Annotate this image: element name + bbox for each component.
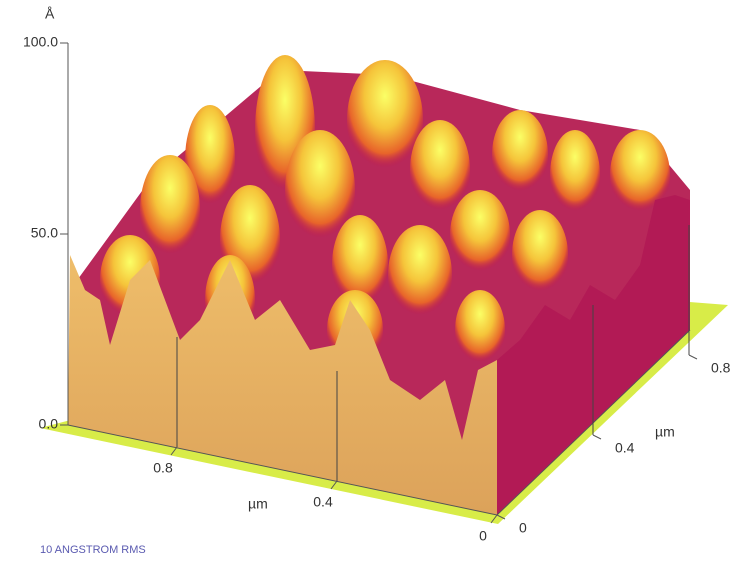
z-unit: Å: [45, 6, 55, 22]
z-tick-label: 0.0: [39, 416, 59, 432]
x-tick: [330, 480, 338, 490]
x-tick-label: 0.4: [313, 494, 333, 510]
y-tick-label: 0.4: [615, 440, 635, 456]
x-tick: [490, 514, 498, 524]
x-tick-label: 0: [479, 528, 487, 544]
y-tick-label: 0: [519, 520, 527, 536]
y-tick-label: 0.8: [711, 360, 731, 376]
x-tick-label: 0.8: [153, 460, 173, 476]
y-axis-label: µm: [655, 424, 675, 440]
caption: 10 ANGSTROM RMS: [40, 544, 146, 556]
z-tick-label: 100.0: [23, 34, 58, 50]
z-tick-label: 50.0: [31, 225, 58, 241]
surface-peaks: [100, 55, 670, 370]
y-tick: [688, 354, 698, 360]
y-tick: [592, 434, 602, 440]
x-tick: [170, 446, 178, 456]
x-axis: [67, 424, 498, 516]
surface-front-face: [68, 255, 497, 515]
y-tick: [496, 514, 506, 520]
x-axis-label: µm: [248, 496, 268, 512]
